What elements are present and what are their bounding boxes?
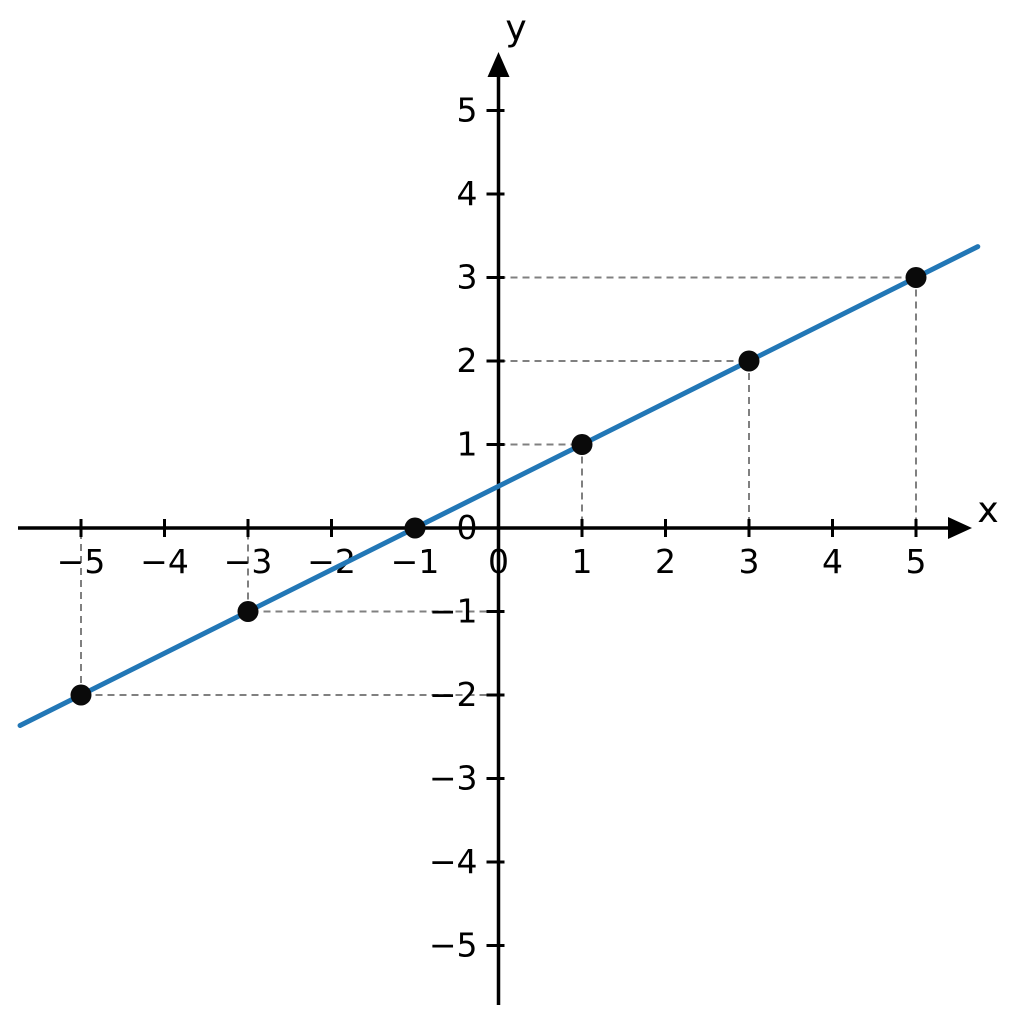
x-tick-label: 1: [572, 542, 593, 581]
data-point: [70, 684, 92, 706]
y-tick-label: 0: [457, 508, 478, 547]
x-tick-label: 2: [655, 542, 676, 581]
y-tick-label: 5: [457, 91, 478, 130]
x-tick-label: −3: [224, 542, 273, 581]
y-tick-label: 3: [457, 258, 478, 297]
x-tick-label: −4: [140, 542, 189, 581]
function-line: [17, 244, 981, 728]
x-axis-arrow: [948, 517, 972, 539]
x-tick-label: −1: [391, 542, 440, 581]
y-tick-label: −1: [429, 592, 478, 631]
x-tick-label: 4: [822, 542, 843, 581]
y-tick-label: −2: [429, 675, 478, 714]
y-tick-label: −3: [429, 759, 478, 798]
y-tick-label: 1: [457, 425, 478, 464]
x-axis-label: x: [977, 490, 998, 531]
y-tick-label: 2: [457, 341, 478, 380]
y-tick-label: −4: [429, 842, 478, 881]
x-tick-label: 3: [739, 542, 760, 581]
data-point: [905, 267, 927, 288]
y-tick-label: 4: [457, 174, 478, 213]
data-point: [571, 434, 593, 455]
x-tick-label: 0: [488, 542, 509, 581]
x-tick-label: 5: [906, 542, 927, 581]
data-point: [404, 517, 426, 539]
y-axis-arrow: [487, 52, 510, 77]
data-point: [738, 350, 760, 372]
y-tick-label: −5: [429, 926, 478, 965]
y-axis-label: y: [505, 8, 526, 49]
data-point: [237, 601, 259, 622]
x-tick-label: −5: [57, 542, 106, 581]
